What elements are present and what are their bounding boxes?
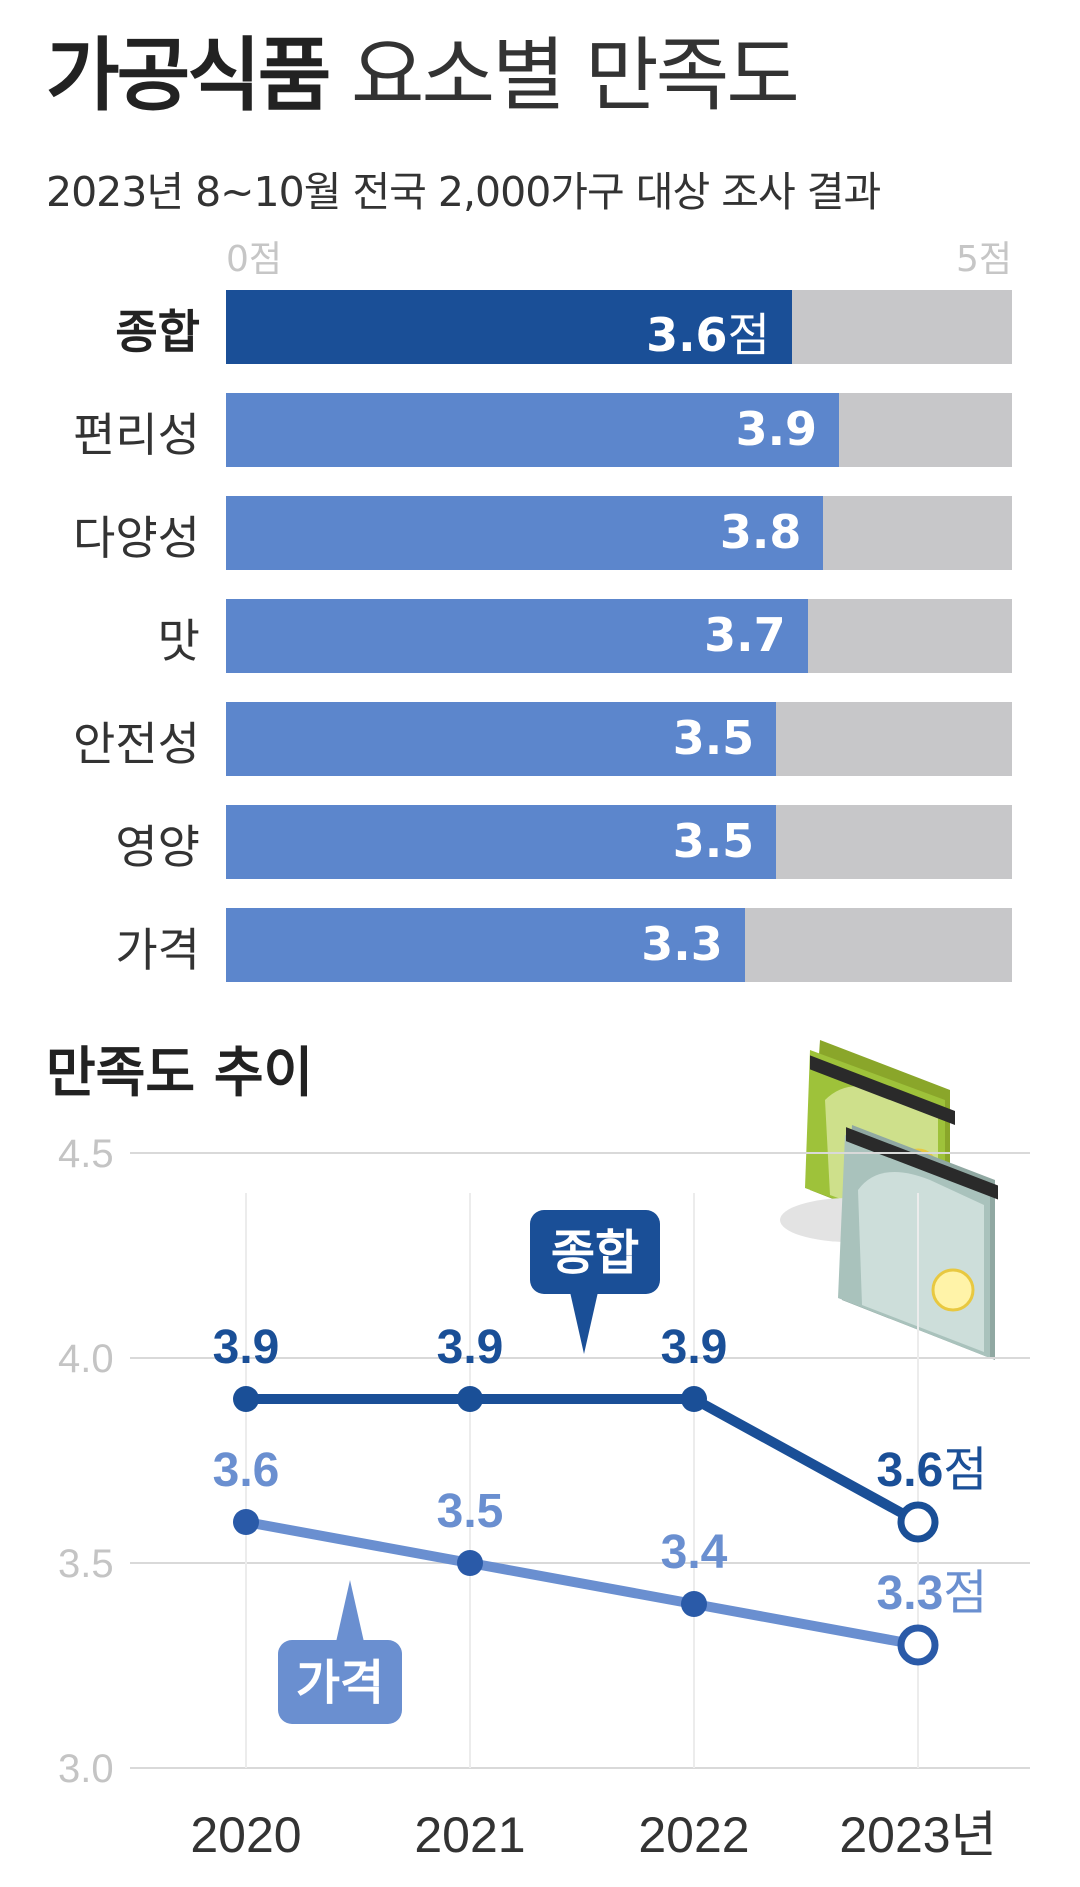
data-label: 3.9 — [437, 1321, 504, 1374]
bar-value-label: 3.5 — [672, 814, 755, 868]
y-tick-label: 3.0 — [58, 1747, 114, 1791]
x-tick-label: 2023년 — [839, 1807, 996, 1863]
bar-label: 종합 — [115, 305, 200, 359]
data-label: 3.3점 — [877, 1567, 988, 1620]
bar-label: 편리성 — [73, 408, 200, 462]
series-name-label: 가격 — [296, 1657, 384, 1710]
device-back-bezel — [810, 1055, 955, 1126]
data-point — [233, 1509, 259, 1535]
data-label: 3.9 — [213, 1321, 280, 1374]
data-point-end — [897, 1624, 939, 1666]
bar-track: 3.9 — [226, 393, 1012, 467]
bar-scale-max-label: 5점 — [955, 239, 1012, 280]
y-tick-label: 4.5 — [58, 1132, 114, 1176]
bar-value-label: 3.9 — [735, 402, 818, 456]
bar-track: 3.5 — [226, 702, 1012, 776]
series-line — [246, 1394, 921, 1527]
series-callout-tail — [336, 1580, 364, 1642]
series-callout-tail — [570, 1292, 598, 1354]
chart-subtitle: 2023년 8~10월 전국 2,000가구 대상 조사 결과 — [46, 168, 881, 216]
data-label: 3.6 — [213, 1444, 280, 1497]
bar: 3.5 — [226, 805, 777, 879]
bar-value-label: 3.5 — [672, 711, 755, 765]
title-light: 요소별 만족도 — [350, 29, 800, 122]
bar-value-label: 3.6점 — [646, 308, 770, 362]
data-label: 3.5 — [437, 1485, 504, 1538]
series-name-label: 종합 — [551, 1227, 639, 1280]
bar-label: 맛 — [157, 614, 200, 668]
bar-row-nutrition: 영양 3.5 — [0, 805, 1080, 879]
title-bold: 가공식품 — [46, 29, 331, 122]
data-point — [233, 1386, 259, 1412]
bar-row-variety: 다양성 3.8 — [0, 496, 1080, 570]
device-front-knob — [931, 1268, 975, 1312]
bar-scale-min-label: 0점 — [226, 239, 283, 280]
bar-row-price: 가격 3.3 — [0, 908, 1080, 982]
bar-label: 안전성 — [73, 717, 200, 771]
x-tick-label: 2021 — [414, 1807, 525, 1863]
data-label: 3.9 — [661, 1321, 728, 1374]
bar: 3.3 — [226, 908, 745, 982]
device-front-bezel — [846, 1127, 998, 1200]
bar: 3.5 — [226, 702, 777, 776]
bar-track: 3.5 — [226, 805, 1012, 879]
bar: 3.6점 — [226, 290, 792, 364]
bar-track: 3.7 — [226, 599, 1012, 673]
series-callout-bubble — [530, 1210, 660, 1294]
data-point — [457, 1550, 483, 1576]
bar-value-label: 3.7 — [704, 608, 786, 662]
bar-label: 영양 — [115, 820, 200, 874]
bar-row-convenience: 편리성 3.9 — [0, 393, 1080, 467]
bar-value-label: 3.3 — [641, 917, 723, 971]
data-point — [457, 1386, 483, 1412]
bar-row-taste: 맛 3.7 — [0, 599, 1080, 673]
bar: 3.8 — [226, 496, 824, 570]
y-tick-label: 4.0 — [58, 1337, 114, 1381]
x-tick-label: 2022 — [638, 1807, 749, 1863]
data-label: 3.4 — [661, 1526, 728, 1579]
data-point — [681, 1591, 707, 1617]
data-label: 3.6점 — [877, 1444, 988, 1497]
bar-label: 가격 — [115, 923, 200, 977]
data-point — [681, 1386, 707, 1412]
bar: 3.9 — [226, 393, 840, 467]
trend-title: 만족도 추이 — [46, 1041, 314, 1104]
data-point-end — [897, 1501, 939, 1543]
y-tick-label: 3.5 — [58, 1542, 114, 1586]
series-line — [245, 1517, 919, 1650]
bar-label: 다양성 — [73, 511, 200, 565]
chart-title: 가공식품 요소별 만족도 — [46, 36, 800, 116]
bar-track: 3.8 — [226, 496, 1012, 570]
bar: 3.7 — [226, 599, 808, 673]
series-callout-bubble — [278, 1640, 402, 1724]
x-tick-label: 2020 — [190, 1807, 301, 1863]
bar-value-label: 3.8 — [719, 505, 802, 559]
bar-row-overall: 종합 3.6점 — [0, 290, 1080, 364]
bar-row-safety: 안전성 3.5 — [0, 702, 1080, 776]
bar-track: 3.6점 — [226, 290, 1012, 364]
bar-track: 3.3 — [226, 908, 1012, 982]
